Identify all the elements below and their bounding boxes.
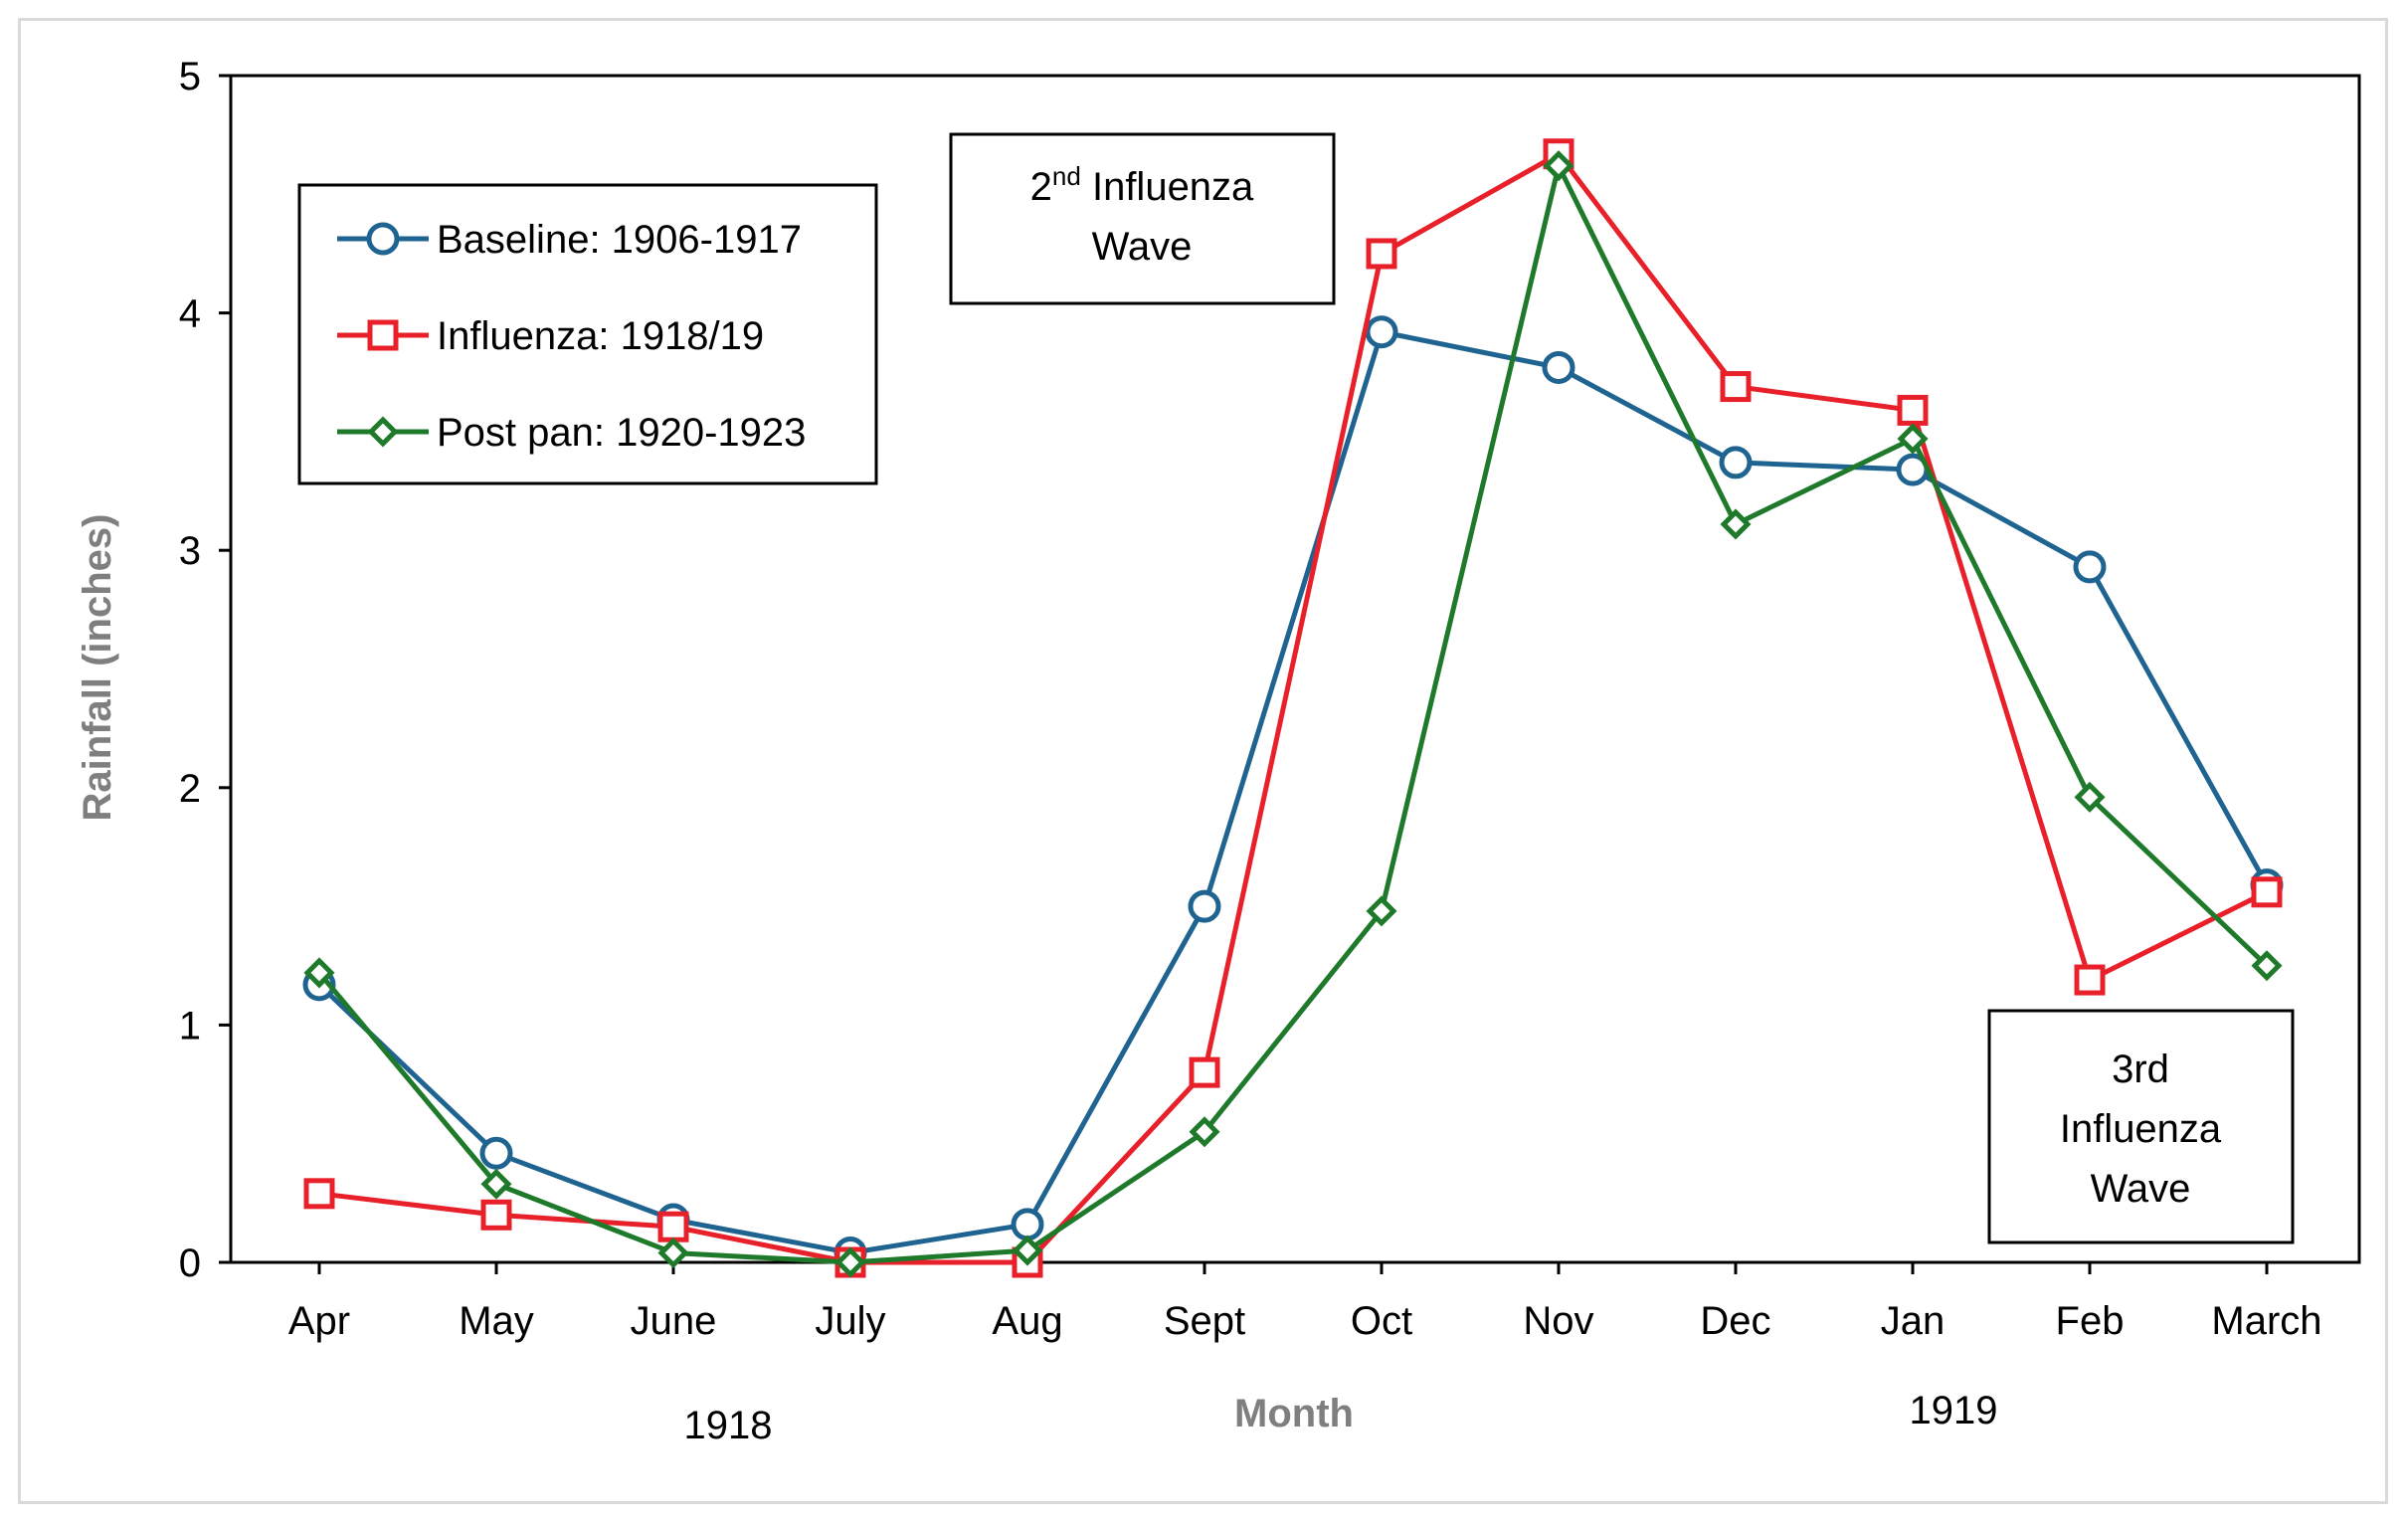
annotation-3rd-wave-box	[1987, 1009, 2295, 1244]
x-tick-label: Oct	[1351, 1299, 1412, 1343]
x-tick-label: Feb	[2056, 1299, 2125, 1343]
x-tick-label: Sept	[1164, 1299, 1245, 1343]
x-axis-label: Month	[1234, 1392, 1354, 1435]
legend-circle-marker-icon	[366, 222, 400, 256]
data-point-baseline	[1188, 889, 1221, 923]
x-axis-ticks: Apr May June July Aug Sept Oct Nov Dec Jan Feb Marc…	[288, 1262, 2322, 1343]
series-layer	[302, 138, 2284, 1278]
year-label-1918: 1918	[684, 1404, 773, 1447]
x-tick-label: Dec	[1700, 1299, 1770, 1343]
x-tick-label: March	[2211, 1299, 2321, 1343]
x-tick-label: Apr	[288, 1299, 350, 1343]
legend-square-marker-icon	[367, 319, 399, 351]
y-tick-label: 2	[179, 767, 201, 811]
legend-entry-baseline: Baseline: 1906-1917	[337, 218, 802, 262]
data-point-post-pan	[303, 957, 335, 989]
x-tick-label: June	[631, 1299, 717, 1343]
series-line-post-pan	[317, 163, 2269, 1265]
data-point-influenza	[1720, 371, 1752, 403]
data-point-post-pan	[834, 1246, 866, 1278]
data-point-post-pan	[1366, 895, 1397, 927]
data-point-post-pan	[1012, 1235, 1043, 1266]
legend-diamond-marker-icon	[367, 416, 399, 448]
x-tick-label: Jan	[1881, 1299, 1945, 1343]
y-tick-label: 3	[179, 529, 201, 573]
legend-label-influenza: Influenza: 1918/19	[437, 314, 764, 358]
annotation-2nd-wave-line2: Wave	[1092, 225, 1193, 269]
series-line-baseline	[317, 329, 2270, 1255]
legend-entry-influenza: Influenza: 1918/19	[337, 314, 764, 358]
data-point-post-pan	[2074, 781, 2106, 813]
data-point-post-pan	[1189, 1116, 1220, 1148]
data-point-baseline	[1365, 315, 1398, 349]
x-tick-label: May	[459, 1299, 534, 1343]
data-point-post-pan	[480, 1168, 512, 1200]
data-point-baseline	[479, 1136, 513, 1170]
data-point-post-pan	[1720, 508, 1752, 540]
y-tick-label: 4	[179, 292, 201, 336]
legend-label-post-pan: Post pan: 1920-1923	[437, 411, 806, 455]
legend-label-baseline: Baseline: 1906-1917	[437, 218, 802, 262]
data-point-post-pan	[657, 1237, 689, 1268]
series-line-influenza	[318, 151, 2269, 1265]
annotation-3rd-wave: 3rd Influenza Wave	[1987, 1009, 2295, 1244]
data-point-influenza	[1366, 238, 1397, 270]
data-point-baseline	[1011, 1208, 1044, 1241]
annotation-3rd-wave-line2: Influenza	[2060, 1107, 2222, 1151]
legend: Baseline: 1906-1917 Influenza: 1918/19 P…	[297, 183, 878, 485]
y-tick-label: 0	[179, 1241, 201, 1285]
annotation-3rd-wave-line3: Wave	[2091, 1167, 2191, 1211]
y-tick-label: 1	[179, 1004, 201, 1048]
data-point-influenza	[2074, 964, 2106, 996]
data-point-influenza	[1897, 394, 1929, 426]
data-point-post-pan	[2251, 950, 2283, 982]
year-label-1919: 1919	[1910, 1389, 1998, 1432]
data-point-post-pan	[1543, 150, 1574, 182]
line-chart: 0 1 2 3 4 5 Apr May June July Aug Sept Oct Nov Dec Jan…	[76, 55, 2361, 1447]
y-axis-ticks: 0 1 2 3 4 5	[179, 55, 231, 1285]
annotation-3rd-wave-line1: 3rd	[2112, 1048, 2169, 1091]
data-point-influenza	[303, 1178, 335, 1210]
data-point-influenza	[1189, 1056, 1220, 1088]
annotation-2nd-wave: 2nd Influenza Wave	[949, 132, 1336, 305]
annotation-2nd-wave-box	[949, 132, 1336, 305]
legend-entry-post-pan: Post pan: 1920-1923	[337, 411, 806, 455]
chart-frame: 0 1 2 3 4 5 Apr May June July Aug Sept Oct Nov Dec Jan…	[18, 18, 2388, 1504]
data-point-influenza	[657, 1211, 689, 1242]
data-point-post-pan	[1897, 423, 1929, 455]
data-point-baseline	[1542, 350, 1575, 384]
y-axis-label: Rainfall (inches)	[76, 514, 119, 822]
data-point-influenza	[480, 1199, 512, 1231]
x-tick-label: Aug	[992, 1299, 1062, 1343]
data-point-baseline	[2073, 550, 2107, 584]
y-tick-label: 5	[179, 55, 201, 98]
annotation-2nd-wave-line1: 2nd Influenza	[1030, 161, 1254, 209]
data-point-baseline	[1719, 446, 1753, 479]
data-point-influenza	[2251, 876, 2283, 908]
x-tick-label: Nov	[1523, 1299, 1593, 1343]
x-tick-label: July	[815, 1299, 885, 1343]
